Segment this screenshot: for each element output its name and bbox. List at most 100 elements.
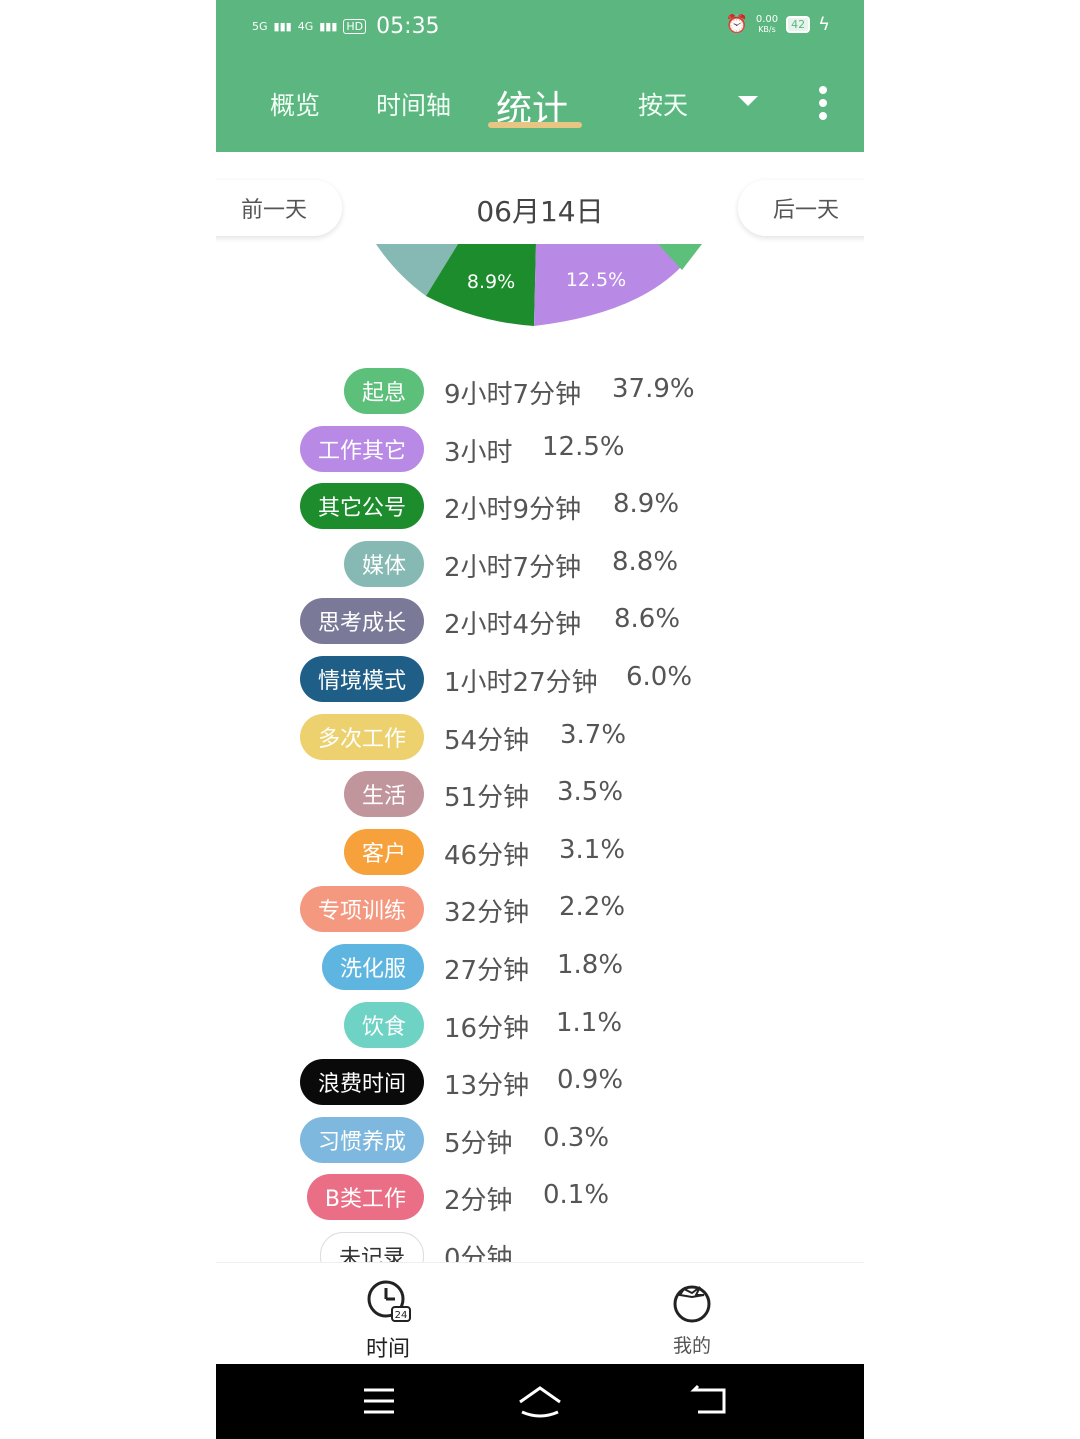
more-options-icon[interactable] (818, 86, 828, 120)
network-speed-unit: KB/s (758, 24, 776, 34)
category-percent: 3.1% (559, 834, 626, 865)
category-duration: 2分钟 (444, 1186, 513, 1217)
category-percent: 2.2% (559, 892, 626, 923)
pie-label-a: 8.9% (467, 271, 515, 293)
clock-24-icon: 24 (367, 1280, 411, 1322)
category-percent: 1.8% (557, 950, 624, 980)
category-duration: 5分钟 (444, 1128, 513, 1159)
nav-time-label: 时间 (365, 1337, 410, 1362)
category-duration: 1小时27分钟 (444, 668, 598, 698)
category-tag[interactable]: 媒体 (343, 540, 424, 587)
category-duration: 51分钟 (444, 783, 530, 814)
period-selector[interactable]: 按天 (638, 91, 689, 120)
category-row[interactable]: 专项训练 32分钟 2.2% (216, 884, 864, 938)
pie-slice-other-accounts (426, 244, 536, 326)
category-percent: 1.1% (556, 1007, 623, 1038)
menu-icon[interactable] (364, 1388, 394, 1414)
network-speed: 0.00 KB/s (756, 14, 778, 35)
category-percent: 3.7% (560, 719, 627, 750)
phone-screen: 5G ▮▮▮ 4G ▮▮▮ HD 05:35 ⏰ 0.00 KB/s 42 ϟ … (216, 0, 864, 1439)
category-duration: 2小时9分钟 (444, 495, 582, 526)
next-day-button[interactable]: 后一天 (738, 180, 864, 236)
category-row[interactable]: 起息 9小时7分钟 37.9% (216, 366, 864, 420)
category-duration: 27分钟 (444, 956, 530, 986)
category-duration: 2小时4分钟 (444, 610, 582, 641)
category-tag[interactable]: 思考成长 (299, 598, 424, 645)
category-row[interactable]: 浪费时间 13分钟 0.9% (216, 1057, 864, 1111)
category-tag[interactable]: 生活 (343, 771, 424, 818)
pie-label-b: 12.5% (566, 269, 626, 291)
chevron-down-icon[interactable] (738, 96, 758, 106)
battery-indicator: 42 (786, 16, 811, 33)
category-tag[interactable]: 其它公号 (299, 483, 424, 530)
category-duration: 54分钟 (444, 725, 530, 756)
category-percent: 0.1% (543, 1180, 610, 1211)
current-date: 06月14日 (476, 195, 604, 228)
signal-5g-icon: 5G (252, 19, 268, 33)
home-icon[interactable] (519, 1386, 561, 1418)
category-tag[interactable]: 专项训练 (299, 886, 424, 933)
category-tag[interactable]: 习惯养成 (299, 1116, 424, 1163)
tab-timeline[interactable]: 时间轴 (376, 91, 452, 120)
category-tag[interactable]: 多次工作 (299, 713, 424, 760)
back-icon[interactable] (690, 1384, 726, 1414)
category-row[interactable]: 习惯养成 5分钟 0.3% (216, 1115, 864, 1169)
category-percent: 8.6% (614, 604, 681, 635)
category-row[interactable]: 媒体 2小时7分钟 8.8% (216, 539, 864, 593)
category-percent: 3.5% (557, 777, 624, 808)
previous-day-button[interactable]: 前一天 (216, 180, 342, 236)
category-percent: 0.3% (543, 1122, 610, 1153)
category-percent: 37.9% (612, 374, 695, 404)
category-row[interactable]: 情境模式 1小时27分钟 6.0% (216, 654, 864, 708)
category-row[interactable]: B类工作 2分钟 0.1% (216, 1172, 864, 1226)
category-duration: 0分钟 (444, 1244, 513, 1262)
category-row[interactable]: 多次工作 54分钟 3.7% (216, 712, 864, 766)
category-tag[interactable]: 洗化服 (321, 944, 424, 990)
category-percent: 8.8% (612, 546, 679, 577)
category-duration: 9小时7分钟 (444, 380, 582, 410)
category-duration: 2小时7分钟 (444, 552, 582, 583)
status-left: 5G ▮▮▮ 4G ▮▮▮ HD 05:35 (252, 12, 440, 40)
pie-chart: 8.9% 12.5% (376, 244, 702, 326)
category-tag[interactable]: 饮食 (343, 1001, 424, 1048)
category-tag[interactable]: 起息 (343, 368, 424, 414)
category-duration: 32分钟 (444, 898, 530, 929)
category-percent: 0.9% (557, 1065, 624, 1096)
signal-4g-icon: 4G (297, 19, 314, 33)
category-row[interactable]: 未记录 0分钟 (216, 1230, 864, 1262)
category-row[interactable]: 洗化服 27分钟 1.8% (216, 942, 864, 996)
category-tag[interactable]: 情境模式 (299, 656, 424, 702)
system-navigation-bar (216, 1364, 864, 1439)
tomato-icon (673, 1285, 711, 1323)
tab-overview[interactable]: 概览 (270, 91, 321, 120)
category-duration: 13分钟 (444, 1071, 530, 1102)
category-percent: 12.5% (542, 431, 625, 462)
category-duration: 3小时 (444, 437, 513, 468)
active-tab-underline (488, 122, 582, 128)
category-tag[interactable]: B类工作 (306, 1174, 424, 1221)
category-duration: 46分钟 (444, 840, 530, 871)
category-row[interactable]: 其它公号 2小时9分钟 8.9% (216, 481, 864, 535)
nav-mine[interactable]: 我的 (632, 1277, 752, 1358)
svg-text:24: 24 (395, 1310, 408, 1321)
category-list: 起息 9小时7分钟 37.9% 工作其它 3小时 12.5% 其它公号 2小时9分钟 8.9% 媒… (216, 366, 864, 1262)
category-row[interactable]: 生活 51分钟 3.5% (216, 769, 864, 823)
category-row[interactable]: 客户 46分钟 3.1% (216, 827, 864, 881)
signal-bars-icon-2: ▮▮▮ (319, 19, 338, 33)
bottom-navigation: 24 时间 我的 (216, 1262, 864, 1365)
category-row[interactable]: 思考成长 2小时4分钟 8.6% (216, 596, 864, 650)
pie-slice-work-other (534, 244, 682, 326)
status-right: ⏰ 0.00 KB/s 42 ϟ (725, 14, 830, 35)
alarm-icon: ⏰ (725, 14, 748, 35)
hd-icon: HD (343, 18, 367, 34)
category-duration: 16分钟 (444, 1013, 530, 1044)
category-tag[interactable]: 工作其它 (299, 425, 424, 472)
category-tag[interactable]: 客户 (343, 828, 424, 875)
pie-slice-media (376, 244, 458, 296)
pie-slice-rest (658, 244, 702, 270)
category-row[interactable]: 饮食 16分钟 1.1% (216, 1000, 864, 1054)
nav-time[interactable]: 24 时间 (328, 1277, 448, 1363)
category-row[interactable]: 工作其它 3小时 12.5% (216, 424, 864, 478)
category-tag[interactable]: 未记录 (319, 1232, 424, 1262)
category-tag[interactable]: 浪费时间 (299, 1059, 424, 1106)
